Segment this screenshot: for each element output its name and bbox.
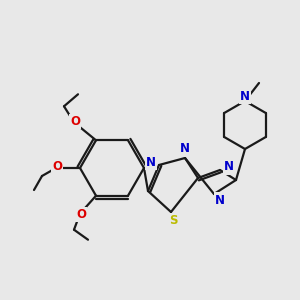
Text: N: N: [240, 89, 250, 103]
Text: N: N: [146, 155, 156, 169]
Text: O: O: [70, 115, 80, 128]
Text: S: S: [169, 214, 177, 227]
Text: O: O: [52, 160, 62, 173]
Text: N: N: [224, 160, 234, 173]
Text: N: N: [215, 194, 225, 206]
Text: N: N: [180, 142, 190, 155]
Text: O: O: [76, 208, 86, 221]
